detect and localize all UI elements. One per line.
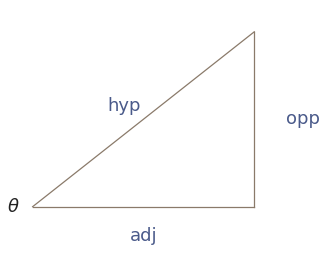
Text: hyp: hyp (107, 97, 141, 115)
Text: opp: opp (286, 110, 320, 128)
Text: θ: θ (7, 198, 19, 216)
Text: adj: adj (130, 227, 157, 245)
